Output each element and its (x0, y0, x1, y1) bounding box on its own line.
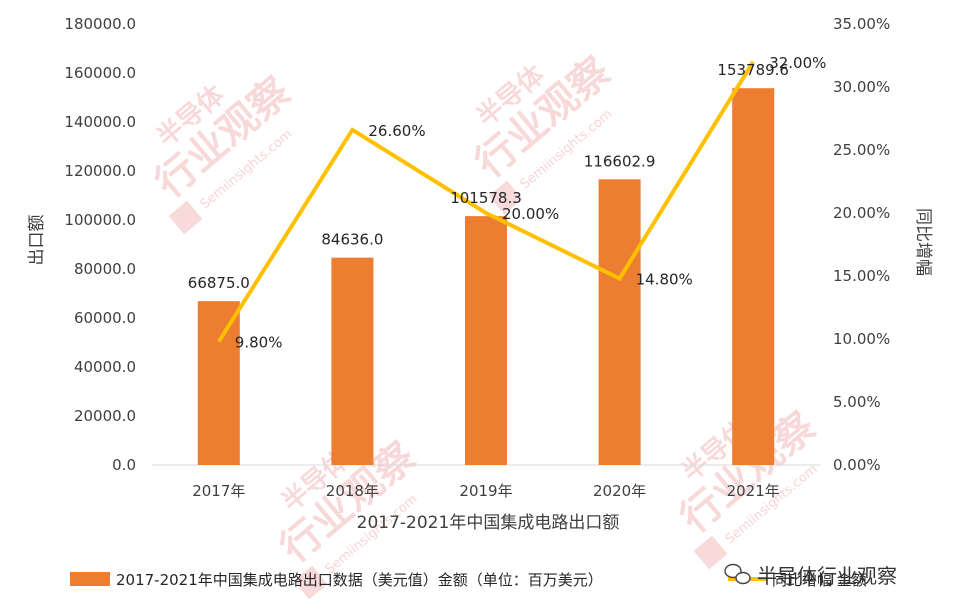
y2-axis-title: 同比增幅 (913, 208, 933, 276)
bar (465, 216, 507, 465)
legend-bar-swatch (70, 572, 110, 586)
x-tick-label: 2019年 (459, 482, 512, 500)
y2-tick-label: 30.00% (833, 78, 890, 96)
x-axis-title: 2017-2021年中国集成电路出口额 (357, 513, 620, 533)
legend-bar-label: 2017-2021年中国集成电路出口数据（美元值）金额（单位：百万美元） (116, 571, 603, 589)
bar (732, 88, 775, 465)
y2-tick-label: 15.00% (833, 267, 890, 285)
y-tick-label: 120000.0 (64, 162, 136, 180)
bar (331, 257, 374, 465)
y-tick-label: 80000.0 (74, 260, 136, 278)
y-tick-label: 40000.0 (74, 358, 136, 376)
y-tick-label: 60000.0 (74, 309, 136, 327)
y2-tick-label: 10.00% (833, 330, 890, 348)
legend-line-label: 同比增幅 金额 (772, 571, 867, 589)
y2-tick-label: 35.00% (833, 15, 890, 33)
signature-text: 半导体行业观察 (757, 564, 897, 588)
y-tick-label: 180000.0 (64, 15, 136, 33)
y2-tick-label: 25.00% (833, 141, 890, 159)
line-data-label: 26.60% (368, 122, 425, 140)
wechat-signature: 半导体行业观察 (724, 563, 897, 588)
y-tick-label: 20000.0 (74, 407, 136, 425)
line-data-label: 20.00% (502, 205, 559, 223)
wechat-icon (724, 563, 751, 585)
y2-tick-label: 5.00% (833, 393, 881, 411)
data-labels: 66875.0 84636.0 101578.3 116602.9 153789.6 9.… (188, 54, 827, 352)
bar-data-label: 116602.9 (584, 152, 656, 170)
bar-data-label: 66875.0 (188, 274, 250, 292)
bar-data-label: 153789.6 (717, 61, 789, 79)
bar-data-label: 101578.3 (450, 189, 522, 207)
x-tick-label: 2018年 (326, 482, 379, 500)
bar-series (197, 88, 775, 466)
line-series (217, 60, 755, 343)
watermark-logo (693, 535, 728, 570)
line-data-label: 14.80% (636, 271, 693, 289)
bar (598, 179, 641, 466)
line-data-label: 9.80% (235, 334, 283, 352)
y-tick-label: 100000.0 (64, 211, 136, 229)
watermark-logo (488, 180, 523, 215)
bar (197, 301, 240, 465)
x-tick-label: 2021年 (727, 482, 780, 500)
y-tick-label: 160000.0 (64, 64, 136, 82)
y-axis-title: 出口额 (27, 215, 47, 266)
growth-line (217, 60, 755, 343)
y-tick-label: 140000.0 (64, 113, 136, 131)
y2-tick-label: 20.00% (833, 204, 890, 222)
x-axis: 2017年 2018年 2019年 2020年 2021年 (152, 464, 820, 500)
y2-tick-label: 0.00% (833, 456, 881, 474)
x-tick-label: 2017年 (192, 482, 245, 500)
line-data-label: 32.00% (769, 54, 826, 72)
bar-data-label: 84636.0 (321, 231, 383, 249)
left-axis: 0.0 20000.0 40000.0 60000.0 80000.0 100000.0 1… (64, 15, 136, 474)
watermark-logo (168, 200, 203, 235)
y-tick-label: 0.0 (112, 456, 136, 474)
x-tick-label: 2020年 (593, 482, 646, 500)
legend: 2017-2021年中国集成电路出口数据（美元值）金额（单位：百万美元） 同比增… (70, 571, 867, 589)
right-axis: 0.00% 5.00% 10.00% 15.00% 20.00% 25.00% 30.00%… (833, 15, 890, 474)
watermark-logo (293, 565, 328, 600)
